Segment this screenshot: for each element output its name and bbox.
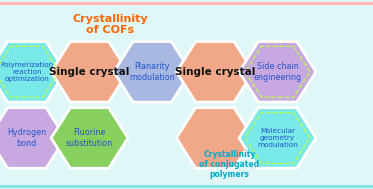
Polygon shape bbox=[239, 108, 316, 168]
Text: Crystallinity
of conjugated
polymers: Crystallinity of conjugated polymers bbox=[199, 149, 260, 179]
Polygon shape bbox=[0, 108, 65, 168]
Text: Polymerization
reaction
optimization: Polymerization reaction optimization bbox=[0, 62, 53, 82]
Text: Single crystal: Single crystal bbox=[175, 67, 255, 77]
Polygon shape bbox=[0, 42, 65, 102]
Polygon shape bbox=[51, 108, 128, 168]
Text: Hydrogen
bond: Hydrogen bond bbox=[7, 128, 46, 148]
Polygon shape bbox=[239, 42, 316, 102]
Text: Molecular
geometry
modulation: Molecular geometry modulation bbox=[257, 128, 298, 148]
Text: Planarity
modulation: Planarity modulation bbox=[129, 62, 175, 81]
Text: Crystallinity
of COFs: Crystallinity of COFs bbox=[72, 14, 148, 35]
Polygon shape bbox=[176, 42, 253, 102]
Text: Fluorine
substitution: Fluorine substitution bbox=[66, 128, 113, 148]
Polygon shape bbox=[51, 42, 128, 102]
Text: Side chain
engineering: Side chain engineering bbox=[253, 62, 302, 81]
Polygon shape bbox=[176, 108, 253, 168]
Polygon shape bbox=[114, 42, 191, 102]
Text: Single crystal: Single crystal bbox=[49, 67, 130, 77]
